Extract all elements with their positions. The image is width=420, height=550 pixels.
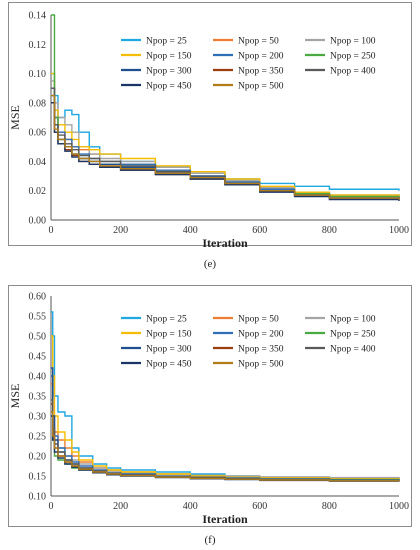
chart-panel-f: 0.10 0.15 0.20 0.25 0.30 0.35 0.40 0.45 0.50 0.55… [8, 285, 412, 527]
chart-1-ytick-label: 0.35 [29, 392, 47, 403]
caption-f: (f) [204, 534, 216, 546]
chart-1-ytick-label: 0.30 [29, 412, 47, 423]
chart-0-legend-label-2: Npop = 50 [238, 37, 279, 47]
chart-0-ytick-label: 0.14 [29, 11, 47, 22]
chart-0-legend-label-4: Npop = 150 [146, 52, 192, 62]
chart-0-ytick-label: 0.10 [29, 69, 47, 80]
chart-0-legend-label-1: Npop = 25 [146, 37, 187, 47]
chart-1-ytick-label: 0.20 [29, 452, 47, 463]
chart-0-legend-label-8: Npop = 350 [238, 67, 284, 77]
chart-0-x-axis-title: Iteration [202, 236, 248, 247]
chart-0-ytick-label: 0.02 [29, 186, 47, 197]
chart-1-ytick-label: 0.60 [29, 292, 47, 303]
chart-1-xtick-label: 0 [49, 501, 54, 512]
chart-0-legend-label-3: Npop = 100 [330, 37, 376, 47]
chart-1-legend-label-9: Npop = 400 [330, 345, 376, 355]
chart-1-legend-label-1: Npop = 25 [146, 315, 187, 325]
chart-1-xtick-label: 400 [183, 501, 198, 512]
chart-1-ytick-label: 0.10 [29, 492, 47, 503]
chart-1-ytick-label: 0.25 [29, 432, 47, 443]
chart-0-legend-label-9: Npop = 400 [330, 67, 376, 77]
chart-1-xtick-label: 200 [113, 501, 128, 512]
chart-0-ytick-label: 0.04 [29, 157, 47, 168]
chart-0-xtick-label: 200 [113, 225, 128, 236]
chart-0-series-line-10 [51, 102, 400, 201]
chart-0-xtick-label: 400 [183, 225, 198, 236]
chart-1-legend-label-8: Npop = 350 [238, 345, 284, 355]
chart-1-legend-label-10: Npop = 450 [146, 360, 192, 370]
chart-1-legend-label-6: Npop = 250 [330, 330, 376, 340]
chart-1-xtick-label: 1000 [389, 501, 409, 512]
chart-1-series-line-2 [51, 383, 400, 480]
chart-0-xtick-label: 800 [322, 225, 337, 236]
chart-0-ytick-label: 0.08 [29, 98, 47, 109]
chart-0-series-line-11 [51, 94, 400, 200]
chart-1-legend-label-4: Npop = 150 [146, 330, 192, 340]
chart-1-legend-label-5: Npop = 200 [238, 330, 284, 340]
chart-0-y-axis-title: MSE [9, 105, 22, 130]
chart-f-svg: 0.10 0.15 0.20 0.25 0.30 0.35 0.40 0.45 0.50 0.55… [9, 292, 409, 527]
chart-1-legend-label-11: Npop = 500 [238, 360, 284, 370]
chart-panel-e: 0.00 0.02 0.04 0.06 0.08 0.10 0.12 0.14 0 200 400 6… [8, 2, 412, 248]
chart-1-ytick-label: 0.40 [29, 372, 47, 383]
chart-1-ytick-label: 0.45 [29, 352, 47, 363]
chart-1-ytick-label: 0.15 [29, 472, 47, 483]
chart-0-xtick-label: 1000 [389, 225, 409, 236]
chart-0-legend-label-11: Npop = 500 [238, 82, 284, 92]
chart-1-legend-label-3: Npop = 100 [330, 315, 376, 325]
caption-e: (e) [203, 258, 217, 270]
chart-0-legend-label-6: Npop = 250 [330, 52, 376, 62]
chart-0-ytick-label: 0.00 [29, 216, 47, 227]
chart-1-x-axis-title: Iteration [202, 512, 248, 526]
chart-0-ytick-label: 0.06 [29, 128, 47, 139]
chart-0-xtick-label: 600 [252, 225, 267, 236]
chart-1-series-line-4 [51, 335, 400, 480]
chart-0-xtick-label: 0 [49, 225, 54, 236]
chart-e-svg: 0.00 0.02 0.04 0.06 0.08 0.10 0.12 0.14 0 200 400 6… [9, 11, 409, 248]
chart-1-ytick-label: 0.55 [29, 312, 47, 323]
chart-0-legend-label-10: Npop = 450 [146, 82, 192, 92]
chart-1-legend-label-2: Npop = 50 [238, 315, 279, 325]
chart-1-xtick-label: 600 [252, 501, 267, 512]
chart-1-y-axis-title: MSE [9, 384, 22, 409]
chart-0-series-line-4 [51, 72, 400, 197]
chart-0-legend-label-5: Npop = 200 [238, 52, 284, 62]
chart-1-legend-label-7: Npop = 300 [146, 345, 192, 355]
chart-1-xtick-label: 800 [322, 501, 337, 512]
chart-1-series-line-11 [51, 411, 400, 482]
chart-0-legend-label-7: Npop = 300 [146, 67, 192, 77]
chart-0-ytick-label: 0.12 [29, 40, 47, 51]
chart-1-ytick-label: 0.50 [29, 332, 47, 343]
chart-1-series-line-5 [51, 375, 400, 481]
